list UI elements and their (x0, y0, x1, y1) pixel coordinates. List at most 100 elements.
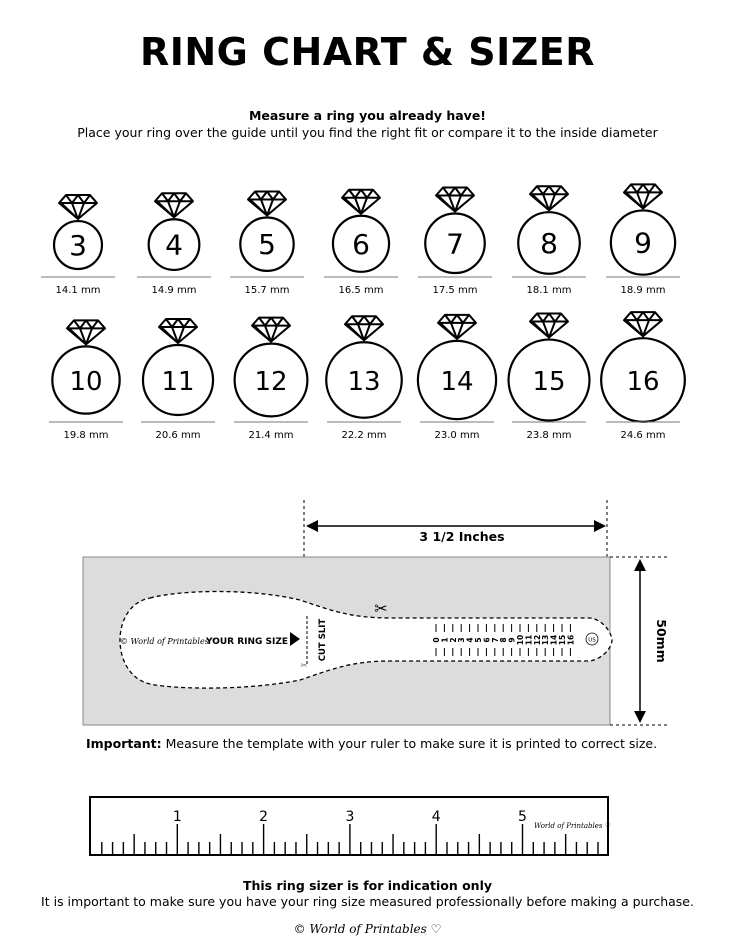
diamond-icon (435, 186, 475, 213)
ring-circle (141, 343, 215, 417)
ring-diameter-label: 17.5 mm (433, 285, 478, 296)
footer-brand: © World of Printables ♡ (293, 922, 442, 936)
ring-12: 12 21.4 mm (233, 316, 309, 441)
ring-diameter-label: 21.4 mm (249, 430, 294, 441)
ruler-number: 5 (518, 809, 527, 825)
important-text: Measure the template with your ruler to … (161, 736, 658, 751)
ring-diameter-label: 14.9 mm (152, 285, 197, 296)
ring-circle (233, 342, 309, 418)
subtitle: Measure a ring you already have! (248, 108, 486, 123)
scissors-icon: ✂ (374, 599, 387, 618)
scale-number: 6 (482, 637, 491, 642)
ring-15: 15 23.8 mm (507, 312, 591, 441)
scale-number: 10 (516, 635, 525, 645)
scale-number: 2 (449, 637, 458, 642)
scale-number: 14 (550, 635, 559, 645)
ring-circle (331, 214, 391, 273)
disclaimer-text: It is important to make sure you have yo… (41, 894, 694, 909)
ring-7: 7 17.5 mm (418, 186, 492, 296)
ring-diameter-label: 16.5 mm (339, 285, 384, 296)
diamond-icon (623, 311, 663, 338)
ring-circle (147, 218, 201, 272)
ring-diameter-label: 14.1 mm (56, 285, 101, 296)
scale-number: 11 (524, 635, 533, 645)
ring-size-label: 7 (446, 227, 464, 260)
ring-4: 4 14.9 mm (137, 192, 211, 296)
ring-size-label: 4 (165, 229, 183, 262)
width-label: 3 1/2 Inches (419, 529, 504, 544)
scale-number: 5 (474, 637, 483, 642)
scale-number: 8 (499, 637, 508, 642)
ruler-number: 1 (173, 809, 182, 825)
ring-size-label: 3 (69, 229, 87, 262)
diamond-icon (158, 317, 198, 344)
scale-number: 12 (533, 635, 542, 645)
ring-8: 8 18.1 mm (512, 185, 586, 296)
height-label: 50mm (654, 619, 669, 662)
ring-11: 11 20.6 mm (141, 317, 215, 441)
diamond-icon (341, 188, 381, 215)
scale-number: 4 (466, 637, 475, 642)
diamond-icon (66, 319, 106, 346)
scale-number: 16 (566, 635, 575, 645)
scissors-icon: ✂ (301, 661, 308, 670)
ring-16: 16 24.6 mm (600, 311, 686, 441)
ring-size-label: 12 (254, 367, 287, 397)
ring-14: 14 23.0 mm (416, 313, 498, 441)
instructions: Place your ring over the guide until you… (77, 125, 658, 140)
scale-number: 0 (432, 637, 441, 642)
ring-circle (51, 345, 121, 415)
ring-size-label: 5 (258, 228, 276, 261)
diamond-icon (247, 190, 287, 217)
sizer-strip (119, 590, 613, 689)
ring-size-label: 13 (347, 367, 380, 397)
your-ring-size-label: YOUR RING SIZE (205, 637, 288, 647)
ring-circle (507, 338, 591, 422)
diamond-icon (529, 312, 569, 339)
ring-size-label: 14 (440, 367, 473, 397)
ring-circle (609, 209, 677, 276)
ring-size-label: 16 (626, 367, 659, 397)
ring-circle (325, 341, 403, 419)
ruler-number: 4 (432, 809, 441, 825)
ring-diameter-label: 19.8 mm (64, 430, 109, 441)
ring-size-label: 6 (352, 228, 370, 261)
ring-circle (416, 339, 498, 421)
scale-number: 9 (508, 637, 517, 642)
ring-diameter-label: 23.8 mm (527, 430, 572, 441)
ruler (89, 796, 609, 856)
sizer-brand: © World of Printables ♡ (120, 637, 219, 646)
scale-number: 15 (558, 635, 567, 645)
diamond-icon (154, 192, 194, 219)
diamond-icon (251, 316, 291, 343)
diamond-icon (344, 315, 384, 342)
ring-10: 10 19.8 mm (49, 319, 123, 441)
ring-diameter-label: 18.1 mm (527, 285, 572, 296)
important-label: Important: (86, 736, 162, 751)
ring-circle (517, 211, 581, 275)
diamond-icon (529, 185, 569, 212)
ring-diameter-label: 20.6 mm (156, 430, 201, 441)
ring-circle (52, 219, 104, 271)
diamond-icon (437, 313, 477, 340)
scale-number: 7 (491, 637, 500, 642)
ring-diameter-label: 15.7 mm (245, 285, 290, 296)
ring-size-label: 11 (161, 367, 194, 397)
ring-diameter-label: 24.6 mm (621, 430, 666, 441)
scale-number: 13 (541, 635, 550, 645)
important-note: Important: Measure the template with you… (86, 736, 657, 751)
ring-diameter-label: 22.2 mm (342, 430, 387, 441)
ruler-number: 2 (259, 809, 268, 825)
ring-diameter-label: 23.0 mm (435, 430, 480, 441)
ring-3: 3 14.1 mm (41, 194, 115, 296)
ring-diameter-label: 18.9 mm (621, 285, 666, 296)
ruler-number: 3 (345, 809, 354, 825)
pointer-arrow-icon (290, 632, 300, 646)
ring-circle (239, 216, 295, 272)
disclaimer-title: This ring sizer is for indication only (242, 878, 493, 893)
diamond-icon (58, 194, 98, 221)
cut-slit-label: CUT SLIT (318, 619, 328, 662)
unit-badge-label: US (588, 638, 596, 644)
scale-number: 1 (440, 637, 449, 642)
